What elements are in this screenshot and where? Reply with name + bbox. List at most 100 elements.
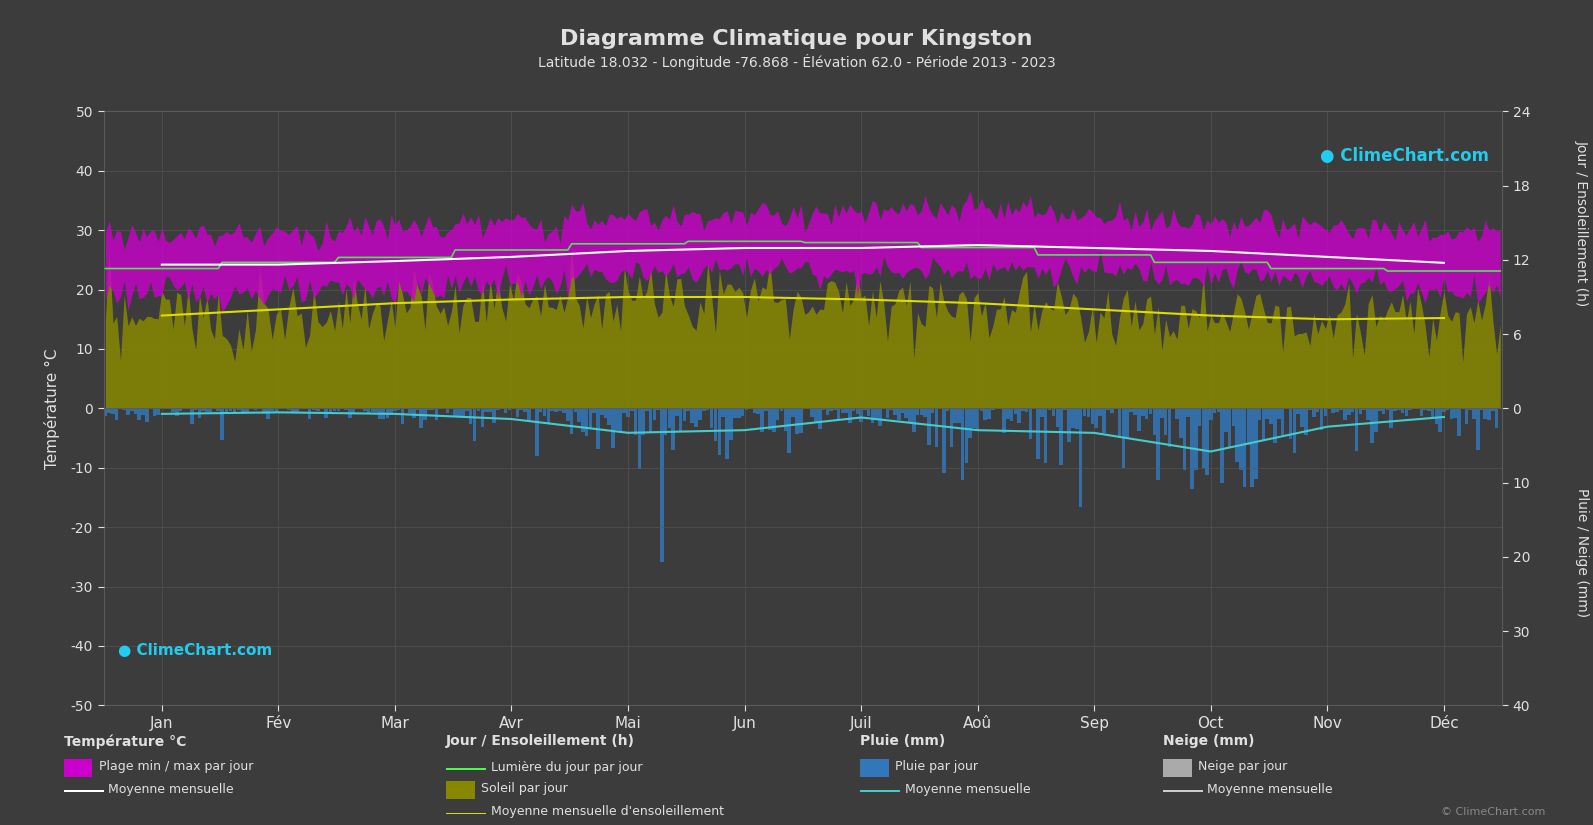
Bar [889,408,894,410]
Bar [397,408,400,410]
Bar [209,408,212,412]
Bar [1316,408,1319,412]
Bar [546,408,550,423]
Bar [430,408,435,410]
Bar [1427,408,1431,411]
Bar [378,408,382,419]
Bar [844,408,847,413]
Bar [104,408,107,416]
Bar [1070,408,1075,427]
Bar [618,408,623,433]
Bar [695,408,698,427]
Bar [1270,408,1273,424]
Bar [886,408,889,417]
Bar [875,408,878,420]
Bar [1239,408,1243,469]
Text: Lumière du jour par jour: Lumière du jour par jour [491,761,642,774]
Bar [1351,408,1354,412]
Bar [271,408,274,411]
Bar [938,408,941,409]
Bar [261,408,266,413]
Bar [237,408,241,409]
Bar [1435,408,1438,424]
Bar [1472,408,1475,419]
Bar [667,408,671,428]
Bar [1247,408,1251,445]
Bar [972,408,977,427]
Text: Pluie / Neige (mm): Pluie / Neige (mm) [1575,488,1588,617]
Bar [596,408,599,450]
Bar [905,408,908,418]
Bar [551,408,554,411]
Bar [1235,408,1239,462]
Bar [1206,408,1209,475]
Bar [830,408,833,411]
Bar [543,408,546,416]
Bar [205,408,209,412]
Bar [593,408,596,412]
Bar [1176,408,1179,418]
Bar [292,408,295,412]
Bar [253,408,256,410]
Bar [1464,408,1469,424]
Bar [1209,408,1212,420]
Bar [897,408,900,420]
Bar [1007,408,1010,419]
Bar [706,408,709,410]
Bar [336,408,341,412]
Text: Plage min / max par jour: Plage min / max par jour [99,760,253,773]
Bar [738,408,741,417]
Bar [441,408,446,409]
Bar [690,408,695,422]
Bar [1029,408,1032,439]
Bar [363,408,366,411]
Text: ● ClimeChart.com: ● ClimeChart.com [1321,147,1489,165]
Bar [476,408,479,412]
Bar [371,408,374,412]
Bar [366,408,371,413]
Bar [325,408,328,417]
Bar [847,408,852,423]
Bar [1102,408,1106,433]
Bar [1043,408,1048,463]
Bar [637,408,640,469]
Bar [946,408,949,411]
Bar [1010,408,1013,421]
Bar [1160,408,1164,418]
Bar [969,408,972,437]
Bar [374,408,378,412]
Bar [1078,408,1083,507]
Bar [1297,408,1300,414]
Bar [145,408,148,422]
Bar [1223,408,1228,432]
Bar [137,408,142,420]
Bar [457,408,460,417]
Bar [1133,408,1137,415]
Bar [814,408,817,422]
Bar [1362,408,1367,411]
Bar [427,408,430,409]
Bar [198,408,201,418]
Bar [508,408,511,410]
Bar [1190,408,1193,489]
Bar [156,408,159,415]
Bar [629,408,634,412]
Bar [1423,408,1427,410]
Bar [1453,408,1458,418]
Bar [115,408,118,420]
Bar [307,408,311,419]
Bar [1217,408,1220,412]
Bar [352,408,355,413]
Bar [913,408,916,431]
Bar [615,408,618,430]
Bar [1394,408,1397,411]
Bar [581,408,585,432]
Bar [977,408,980,429]
Bar [961,408,964,480]
Text: Température °C: Température °C [64,734,186,749]
Bar [953,408,957,422]
Bar [722,408,725,417]
Bar [220,408,225,440]
Bar [1367,408,1370,420]
Bar [941,408,946,473]
